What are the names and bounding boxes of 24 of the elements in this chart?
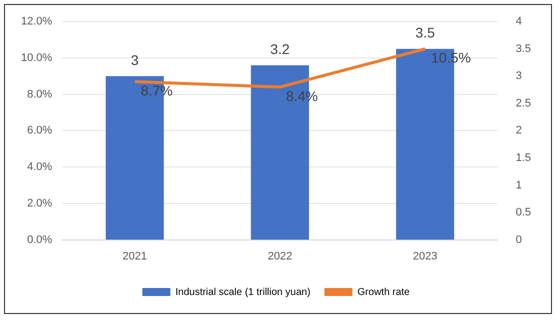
data-label: 3.5: [415, 24, 436, 41]
y-tick-label: 8.0%: [27, 88, 52, 100]
y-tick-label: 10.0%: [20, 52, 52, 64]
y2-tick-label: 0: [516, 234, 522, 246]
data-label: 3.2: [270, 41, 290, 58]
legend-label: Industrial scale (1 trillion yuan): [175, 286, 310, 298]
y-tick-label: 6.0%: [27, 124, 52, 137]
x-tick-label: 2021: [122, 250, 148, 262]
y2-tick-label: 1: [516, 179, 522, 192]
legend-label: Growth rate: [357, 286, 410, 298]
x-tick-label: 2023: [412, 250, 438, 262]
y2-tick-label: 3.5: [516, 42, 532, 55]
y2-tick-label: 2: [516, 124, 522, 137]
y-tick-label: 12.0%: [20, 16, 52, 28]
y2-tick-label: 0.5: [516, 206, 532, 219]
y-tick-label: 2.0%: [27, 197, 52, 210]
y2-tick-label: 3: [516, 70, 522, 82]
y2-tick-label: 2.5: [516, 97, 532, 110]
y2-tick-label: 1.5: [516, 152, 532, 164]
y2-tick-label: 4: [516, 16, 522, 28]
x-tick-label: 2022: [268, 250, 292, 262]
y-tick-label: 0.0%: [27, 234, 52, 246]
y-tick-label: 4.0%: [27, 161, 52, 174]
data-label: 3: [130, 52, 139, 68]
